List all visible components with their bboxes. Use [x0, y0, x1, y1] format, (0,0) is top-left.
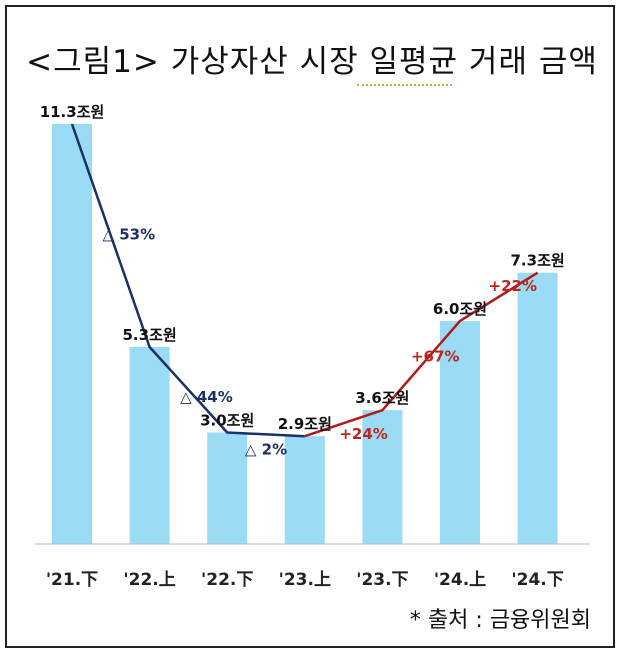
value-label-3: 2.9조원 — [278, 415, 332, 433]
tick-labels-group: '21.下 '22.上 '22.下 '23.上 '23.下 '24.上 '24.下 — [46, 570, 564, 590]
tick-label-4: '23.下 — [356, 570, 408, 590]
value-label-2: 3.0조원 — [200, 411, 254, 429]
tick-label-0: '21.下 — [46, 570, 98, 590]
tick-label-3: '23.上 — [279, 570, 331, 590]
change-label-1: △ 44% — [180, 388, 233, 406]
value-label-5: 6.0조원 — [433, 300, 487, 318]
value-label-1: 5.3조원 — [123, 326, 177, 344]
trend-line-decline — [70, 123, 305, 438]
bars-group — [52, 124, 558, 544]
trend-line-growth — [304, 271, 539, 438]
chart-frame — [5, 5, 615, 648]
value-labels-group: 11.3조원 5.3조원 3.0조원 2.9조원 3.6조원 6.0조원 7.3조원 — [40, 103, 565, 433]
trend-lines-group — [70, 123, 539, 438]
bar-6 — [517, 272, 558, 544]
bar-3 — [284, 436, 325, 544]
tick-label-1: '22.上 — [123, 570, 175, 590]
bar-1 — [129, 347, 170, 544]
change-labels-group: △ 53% △ 44% △ 2% +24% +67% +22% — [102, 226, 537, 459]
chart-title: <그림1> 가상자산 시장 일평균 거래 금액 — [26, 44, 598, 80]
bar-4 — [362, 410, 403, 544]
bar-0 — [52, 124, 92, 544]
change-label-4: +67% — [411, 348, 459, 366]
value-label-0: 11.3조원 — [40, 103, 105, 121]
tick-label-6: '24.下 — [511, 570, 563, 590]
source-note: * 출처 : 금융위원회 — [409, 608, 591, 633]
tick-label-5: '24.上 — [434, 570, 486, 590]
bar-5 — [440, 320, 480, 544]
change-label-0: △ 53% — [102, 226, 155, 244]
bar-2 — [207, 432, 248, 544]
title-underline — [357, 84, 452, 86]
value-label-6: 7.3조원 — [511, 252, 565, 270]
change-label-2: △ 2% — [245, 440, 287, 458]
change-label-5: +22% — [489, 277, 537, 295]
value-label-4: 3.6조원 — [355, 389, 409, 407]
change-label-3: +24% — [339, 425, 387, 443]
tick-label-2: '22.下 — [201, 570, 253, 590]
